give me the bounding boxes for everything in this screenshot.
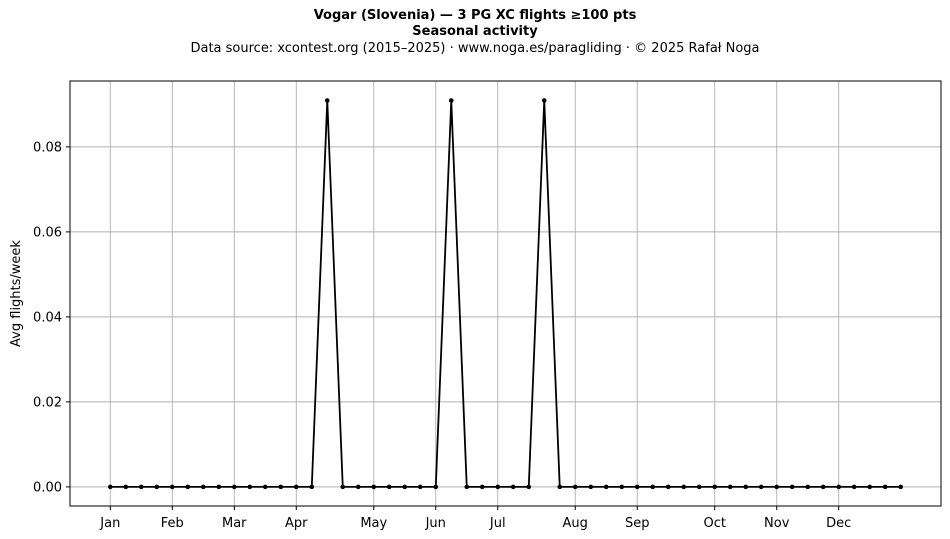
data-point bbox=[650, 484, 656, 490]
data-point bbox=[603, 484, 609, 490]
x-tick-label: May bbox=[360, 516, 387, 531]
x-tick-label: Jul bbox=[489, 516, 506, 531]
grid-lines bbox=[70, 81, 941, 506]
data-point bbox=[309, 484, 315, 490]
data-point bbox=[634, 484, 640, 490]
data-point bbox=[278, 484, 284, 490]
x-tick-label: Aug bbox=[563, 516, 588, 531]
data-point bbox=[216, 484, 222, 490]
data-point bbox=[665, 484, 671, 490]
x-tick-label: Feb bbox=[161, 516, 184, 531]
x-axis: Jan Feb Mar Apr May Jun Jul Aug Sep Oct Nov Dec bbox=[99, 506, 851, 531]
data-point bbox=[789, 484, 795, 490]
x-tick-label: Oct bbox=[703, 516, 725, 531]
data-point bbox=[169, 484, 175, 490]
chart-title-block: Vogar (Slovenia) — 3 PG XC flights ≥100 … bbox=[0, 8, 950, 58]
x-tick-label: Jun bbox=[425, 516, 446, 531]
y-tick-label: 0.02 bbox=[33, 395, 62, 410]
data-point bbox=[572, 484, 578, 490]
data-point bbox=[743, 484, 749, 490]
data-point bbox=[340, 484, 346, 490]
data-point bbox=[774, 484, 780, 490]
data-point bbox=[371, 484, 377, 490]
data-point bbox=[448, 98, 454, 103]
data-point bbox=[262, 484, 268, 490]
data-point bbox=[898, 484, 904, 490]
data-point bbox=[727, 484, 733, 490]
data-point bbox=[479, 484, 485, 490]
data-point bbox=[836, 484, 842, 490]
data-point bbox=[386, 484, 392, 490]
data-point bbox=[402, 484, 408, 490]
data-point bbox=[882, 484, 888, 490]
x-tick-label: Nov bbox=[764, 516, 790, 531]
y-axis: 0.00 0.02 0.04 0.06 0.08 bbox=[33, 140, 70, 495]
data-point bbox=[526, 484, 532, 490]
data-point bbox=[123, 484, 129, 490]
data-point bbox=[619, 484, 625, 490]
data-series bbox=[107, 98, 904, 490]
data-point bbox=[231, 484, 237, 490]
chart-title-secondary: Seasonal activity bbox=[412, 24, 538, 39]
data-point bbox=[200, 484, 206, 490]
x-tick-label: Mar bbox=[222, 516, 247, 531]
y-tick-label: 0.00 bbox=[33, 480, 62, 495]
y-tick-label: 0.06 bbox=[33, 225, 62, 240]
x-tick-label: Dec bbox=[826, 516, 851, 531]
series-line bbox=[110, 99, 901, 488]
data-point bbox=[355, 484, 361, 490]
data-point bbox=[324, 98, 330, 103]
data-point bbox=[464, 484, 470, 490]
data-point bbox=[557, 484, 563, 490]
data-point bbox=[588, 484, 594, 490]
data-point bbox=[820, 484, 826, 490]
plot-area-frame bbox=[69, 80, 942, 507]
data-point bbox=[433, 484, 439, 490]
data-point bbox=[154, 484, 160, 490]
data-point bbox=[541, 98, 547, 103]
data-point bbox=[495, 484, 501, 490]
data-point bbox=[712, 484, 718, 490]
data-point bbox=[417, 484, 423, 490]
data-point bbox=[805, 484, 811, 490]
data-point bbox=[247, 484, 253, 490]
data-point bbox=[867, 484, 873, 490]
chart-title: Vogar (Slovenia) — 3 PG XC flights ≥100 … bbox=[313, 8, 637, 23]
data-point bbox=[510, 484, 516, 490]
data-point bbox=[851, 484, 857, 490]
x-tick-label: Jan bbox=[99, 516, 120, 531]
y-tick-label: 0.08 bbox=[33, 140, 62, 155]
data-point bbox=[138, 484, 144, 490]
y-tick-label: 0.04 bbox=[33, 310, 62, 325]
chart-subtitle: Data source: xcontest.org (2015–2025) · … bbox=[190, 41, 760, 56]
data-point bbox=[758, 484, 764, 490]
y-axis-label: Avg flights/week bbox=[9, 240, 24, 347]
data-point bbox=[185, 484, 191, 490]
data-point bbox=[681, 484, 687, 490]
data-point bbox=[107, 484, 113, 490]
data-point bbox=[696, 484, 702, 490]
data-point bbox=[293, 484, 299, 490]
x-tick-label: Sep bbox=[625, 516, 650, 531]
x-tick-label: Apr bbox=[285, 516, 308, 531]
